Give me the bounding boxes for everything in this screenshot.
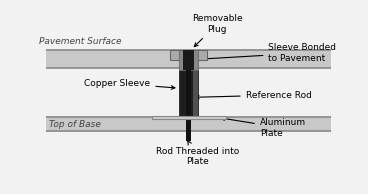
Bar [152,116,226,119]
Bar [46,117,331,131]
Bar [46,50,331,68]
Bar [183,50,194,70]
Text: Pavement Surface: Pavement Surface [39,37,121,46]
Text: Removable
Plug: Removable Plug [192,14,243,47]
Text: Aluminum
Plate: Aluminum Plate [221,117,306,138]
Bar [179,70,198,116]
Text: Top of Base: Top of Base [49,120,100,129]
Text: Rod Threaded into
Plate: Rod Threaded into Plate [156,141,239,166]
Text: Sleeve Bonded
to Pavement: Sleeve Bonded to Pavement [204,43,336,63]
Bar [179,50,198,70]
Bar [170,50,207,60]
Bar [194,70,198,116]
Text: Copper Sleeve: Copper Sleeve [84,79,175,89]
Bar [186,70,191,140]
Text: Reference Rod: Reference Rod [195,91,312,100]
